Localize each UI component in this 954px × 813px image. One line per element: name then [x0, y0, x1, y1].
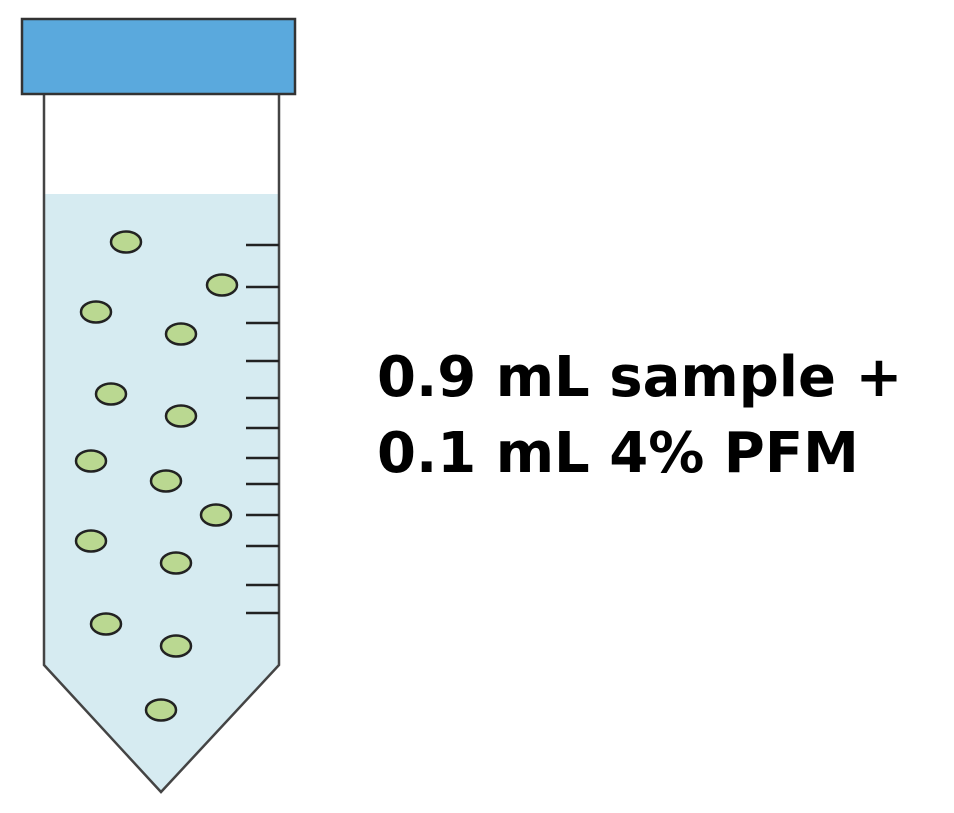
cell-icon — [205, 273, 239, 297]
liquid-fill — [44, 194, 279, 792]
cell-icon — [94, 382, 128, 406]
cell-icon — [74, 449, 108, 473]
mixture-label-line-2: 0.1 mL 4% PFM — [377, 421, 859, 486]
cells — [74, 230, 239, 722]
cell-icon — [149, 469, 183, 493]
mixture-label-line-1: 0.9 mL sample + — [377, 345, 903, 410]
cell-icon — [164, 322, 198, 346]
tube-outline — [42, 94, 281, 794]
cell-icon — [74, 529, 108, 553]
cell-icon — [199, 503, 233, 527]
cell-icon — [89, 612, 123, 636]
cell-icon — [159, 551, 193, 575]
cell-icon — [79, 300, 113, 324]
tube-cap — [20, 17, 297, 96]
cell-icon — [109, 230, 143, 254]
cell-icon — [144, 698, 178, 722]
cell-icon — [159, 634, 193, 658]
cell-icon — [164, 404, 198, 428]
mixture-label: 0.9 mL sample + 0.1 mL 4% PFM — [377, 340, 937, 492]
graduation-marks — [246, 243, 279, 615]
